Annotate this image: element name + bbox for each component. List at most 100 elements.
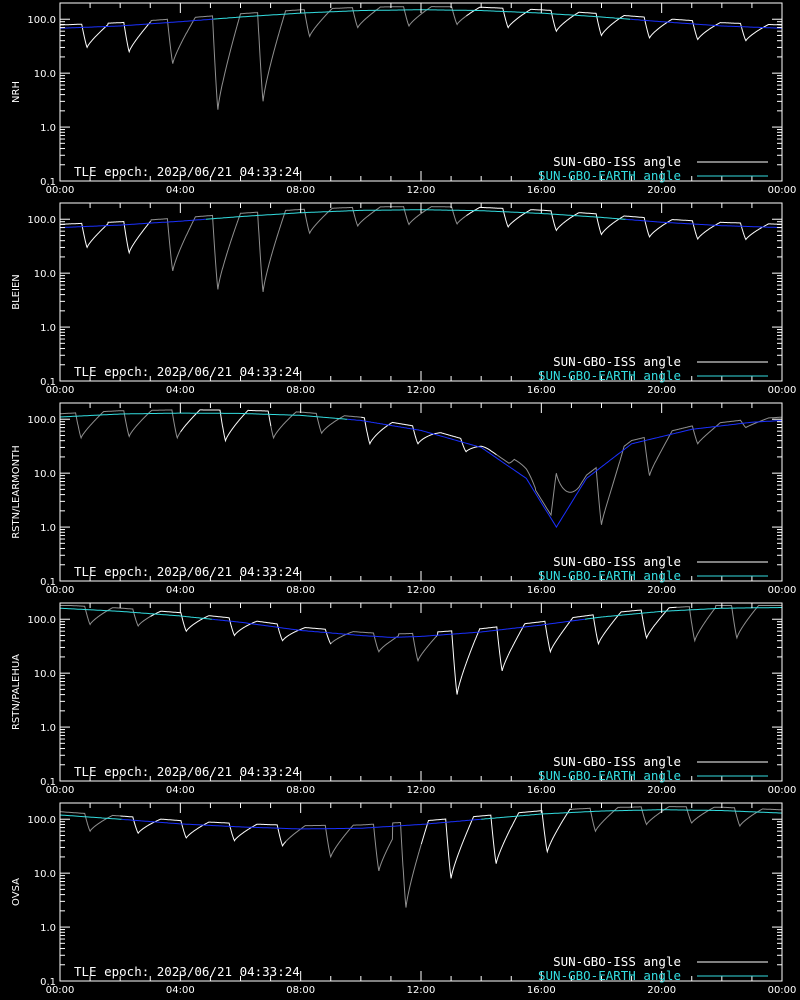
x-tick-label: 00:00 (768, 985, 797, 996)
tle-epoch-annotation: TLE epoch: 2023/06/21 04:33:24 (74, 764, 300, 779)
legend-label: SUN-GBO-EARTH angle (538, 768, 681, 783)
panel-4: 0.1 1.0 10.0 100.0 00:00 04:00 08:00 12:00 16:00… (11, 802, 797, 996)
panel-1: 0.1 1.0 10.0 100.0 00:00 04:00 08:00 12:00 16:00… (11, 202, 797, 396)
legend-label: SUN-GBO-EARTH angle (538, 168, 681, 183)
y-tick-label: 1.0 (40, 523, 56, 534)
x-tick-label: 20:00 (647, 785, 676, 796)
earth-angle-segment (630, 18, 783, 29)
iss-angle-segment (676, 605, 782, 643)
tle-epoch-annotation: TLE epoch: 2023/06/21 04:33:24 (74, 564, 300, 579)
x-tick-label: 12:00 (407, 585, 436, 596)
earth-angle-segment (347, 418, 783, 529)
iss-angle-segment (60, 811, 121, 833)
panel-0: 0.1 1.0 10.0 100.0 00:00 04:00 08:00 12:00 16:00… (11, 2, 796, 196)
iss-angle-segment (466, 6, 782, 42)
earth-angle-segment (59, 814, 122, 820)
tle-epoch-annotation: TLE epoch: 2023/06/21 04:33:24 (74, 364, 300, 379)
y-tick-label: 100.0 (27, 215, 56, 226)
x-tick-label: 00:00 (46, 385, 75, 396)
earth-angle-series (59, 412, 783, 529)
iss-angle-segment (360, 416, 497, 456)
iss-angle-series (60, 409, 782, 525)
iss-angle-segment (60, 409, 182, 440)
x-tick-label: 08:00 (286, 185, 315, 196)
iss-angle-segment (150, 6, 467, 110)
x-tick-label: 00:00 (46, 185, 75, 196)
x-tick-label: 16:00 (527, 385, 556, 396)
y-axis-label: RSTN/PALEHUA (11, 654, 22, 730)
y-tick-label: 10.0 (34, 269, 56, 280)
earth-angle-segment (59, 18, 214, 29)
iss-angle-segment (60, 605, 151, 628)
x-tick-label: 00:00 (768, 785, 797, 796)
x-tick-label: 00:00 (46, 985, 75, 996)
iss-angle-series (60, 205, 782, 292)
iss-angle-segment (466, 206, 782, 241)
x-tick-label: 08:00 (286, 785, 315, 796)
earth-angle-segment (584, 607, 782, 620)
y-tick-label: 10.0 (34, 869, 56, 880)
iss-angle-segment (571, 806, 782, 833)
iss-angle-segment (120, 815, 287, 848)
x-tick-label: 20:00 (647, 385, 676, 396)
iss-angle-segment (330, 631, 437, 663)
y-tick-label: 100.0 (27, 415, 56, 426)
y-tick-label: 0.1 (40, 777, 56, 788)
iss-angle-series (60, 605, 782, 695)
tle-epoch-annotation: TLE epoch: 2023/06/21 04:33:24 (74, 964, 300, 979)
x-tick-label: 16:00 (527, 585, 556, 596)
x-tick-label: 08:00 (286, 385, 315, 396)
y-tick-label: 100.0 (27, 615, 56, 626)
iss-angle-segment (435, 606, 677, 695)
legend-label: SUN-GBO-EARTH angle (538, 368, 681, 383)
iss-angle-segment (180, 409, 272, 443)
x-tick-label: 20:00 (647, 585, 676, 596)
y-tick-label: 100.0 (27, 15, 56, 26)
x-tick-label: 16:00 (527, 785, 556, 796)
x-tick-label: 00:00 (46, 585, 75, 596)
iss-angle-series (60, 806, 782, 908)
y-axis-label: NRH (11, 81, 22, 103)
earth-angle-segment (213, 9, 631, 20)
earth-angle-segment (211, 618, 586, 638)
panel-3: 0.1 1.0 10.0 100.0 00:00 04:00 08:00 12:00 16:00… (11, 602, 797, 796)
y-tick-label: 0.1 (40, 577, 56, 588)
y-tick-label: 0.1 (40, 177, 56, 188)
legend-label: SUN-GBO-EARTH angle (538, 568, 681, 583)
y-tick-label: 0.1 (40, 977, 56, 988)
legend-label: SUN-GBO-ISS angle (553, 154, 681, 169)
legend-label: SUN-GBO-ISS angle (553, 554, 681, 569)
legend-label: SUN-GBO-ISS angle (553, 354, 681, 369)
y-tick-label: 100.0 (27, 815, 56, 826)
iss-angle-segment (420, 808, 572, 879)
iss-angle-segment (60, 220, 151, 255)
y-tick-label: 10.0 (34, 69, 56, 80)
earth-angle-series (59, 209, 783, 229)
y-tick-label: 10.0 (34, 669, 56, 680)
x-tick-label: 12:00 (407, 185, 436, 196)
legend-label: SUN-GBO-ISS angle (553, 954, 681, 969)
x-tick-label: 16:00 (527, 185, 556, 196)
x-tick-label: 00:00 (768, 385, 797, 396)
y-tick-label: 1.0 (40, 323, 56, 334)
y-tick-label: 10.0 (34, 469, 56, 480)
y-axis-label: BLEIEN (11, 274, 22, 310)
x-tick-label: 04:00 (166, 385, 195, 396)
x-tick-label: 04:00 (166, 585, 195, 596)
x-tick-label: 08:00 (286, 585, 315, 596)
iss-angle-segment (60, 21, 151, 54)
earth-angle-series (59, 607, 782, 638)
earth-angle-segment (625, 218, 783, 229)
y-tick-label: 1.0 (40, 123, 56, 134)
legend-label: SUN-GBO-ISS angle (553, 754, 681, 769)
iss-angle-segment (496, 416, 782, 525)
earth-angle-segment (59, 607, 212, 620)
y-axis-label: OVSA (11, 878, 22, 906)
x-tick-label: 20:00 (647, 985, 676, 996)
iss-angle-segment (270, 411, 362, 440)
y-tick-label: 0.1 (40, 377, 56, 388)
x-tick-label: 04:00 (166, 785, 195, 796)
legend-label: SUN-GBO-EARTH angle (538, 968, 681, 983)
earth-angle-series (59, 9, 783, 29)
